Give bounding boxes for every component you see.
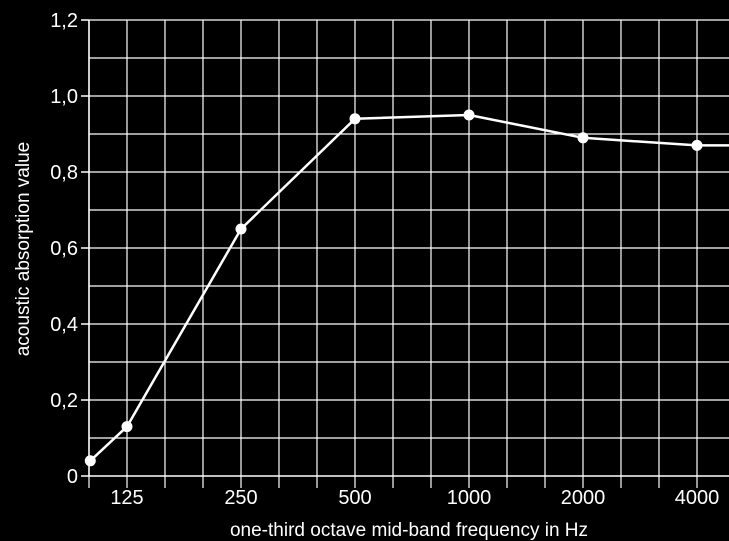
grid bbox=[88, 19, 729, 476]
series-line bbox=[89, 113, 729, 462]
data-point-5 bbox=[577, 132, 589, 144]
axes bbox=[81, 19, 729, 488]
data-point-6 bbox=[691, 139, 703, 151]
x-tick-label-0: 125 bbox=[110, 487, 143, 509]
y-tick-label-3: 0,6 bbox=[50, 238, 78, 260]
data-point-0 bbox=[84, 455, 96, 467]
data-point-2 bbox=[235, 223, 247, 235]
tick-labels: 0 0,2 0,4 0,6 0,8 1,0 1,2 125 250 500 1000 2000 4000 bbox=[50, 10, 719, 509]
y-tick-label-4: 0,8 bbox=[50, 162, 78, 184]
data-point-4 bbox=[463, 109, 475, 121]
y-tick-label-6: 1,2 bbox=[50, 10, 78, 32]
x-tick-label-4: 2000 bbox=[561, 487, 606, 509]
y-tick-label-5: 1,0 bbox=[50, 86, 78, 108]
data-point-3 bbox=[349, 113, 361, 125]
y-tick-label-0: 0 bbox=[67, 466, 78, 488]
data-point-1 bbox=[121, 421, 133, 433]
x-tick-label-2: 500 bbox=[338, 487, 371, 509]
x-tick-label-5: 4000 bbox=[675, 487, 720, 509]
y-tick-label-1: 0,2 bbox=[50, 390, 78, 412]
series bbox=[84, 109, 729, 467]
x-tick-label-3: 1000 bbox=[447, 487, 492, 509]
y-tick-label-2: 0,4 bbox=[50, 314, 78, 336]
x-tick-label-1: 250 bbox=[224, 487, 257, 509]
y-axis-title: acoustic absorption value bbox=[13, 142, 34, 356]
x-axis-title: one-third octave mid-band frequency in H… bbox=[230, 520, 588, 541]
